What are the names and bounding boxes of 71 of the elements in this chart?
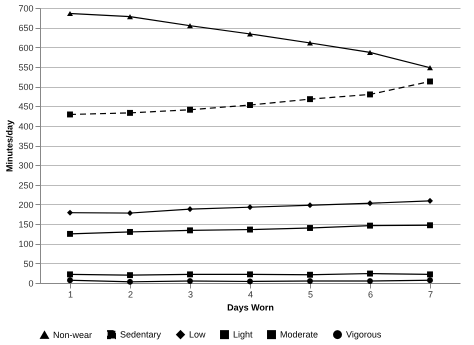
point [187, 227, 193, 234]
point [187, 278, 193, 284]
point [367, 50, 373, 55]
point [67, 277, 73, 284]
point [67, 210, 73, 216]
point [247, 102, 253, 108]
point [67, 230, 73, 237]
point [367, 200, 373, 206]
point [307, 202, 313, 208]
y-tick-label: 350 [18, 141, 34, 151]
point [247, 226, 253, 233]
point [247, 31, 253, 36]
point [307, 40, 313, 46]
x-tick-label: 3 [188, 290, 194, 300]
point [307, 278, 313, 284]
y-tick-label: 600 [18, 42, 34, 53]
point [127, 228, 133, 235]
point [67, 112, 73, 118]
point [247, 278, 253, 284]
y-tick-label: 250 [18, 180, 34, 190]
x-tick-label: 4 [248, 290, 254, 300]
y-tick-label: 500 [18, 82, 34, 92]
y-tick-label: 50 [23, 258, 34, 269]
legend-label: Vigorous [346, 330, 382, 340]
x-tick-label: 1 [68, 290, 74, 300]
point [427, 78, 433, 84]
point [307, 272, 313, 278]
point [187, 106, 193, 113]
legend-label: Sedentary [120, 330, 162, 340]
y-tick-label: 550 [18, 62, 34, 72]
y-tick-label: 650 [18, 23, 34, 34]
point [187, 206, 193, 212]
y-tick-label: 450 [18, 102, 34, 112]
y-tick-label: 0 [28, 278, 34, 288]
point [427, 65, 433, 70]
y-tick-label: 100 [18, 239, 34, 250]
point [127, 278, 133, 285]
x-tick-label: 2 [128, 290, 134, 300]
x-tick-label: 7 [428, 290, 434, 300]
y-tick-label: 400 [18, 121, 34, 132]
legend-label: Light [233, 330, 254, 340]
point [127, 272, 133, 278]
y-tick-label: 700 [18, 4, 34, 14]
y-tick-label: 200 [18, 200, 34, 210]
y-axis-title: Minutes/day [4, 120, 14, 172]
legend-label: Moderate [280, 330, 318, 340]
point [427, 198, 433, 204]
point [127, 110, 133, 116]
legend-label: Low [189, 330, 206, 340]
point [307, 225, 313, 231]
legend-label: Non-wear [53, 330, 92, 340]
point [67, 271, 73, 278]
point [67, 10, 73, 16]
point [307, 96, 313, 102]
x-tick-label: 5 [308, 290, 314, 300]
point [247, 204, 253, 210]
x-tick-label: 6 [368, 290, 374, 300]
x-axis-title: Days Worn [227, 302, 274, 312]
point [427, 277, 433, 284]
y-tick-label: 300 [18, 160, 34, 171]
point [427, 271, 433, 278]
point [367, 91, 373, 98]
point [187, 271, 193, 278]
point [367, 278, 373, 284]
point [127, 210, 133, 216]
point [247, 271, 253, 278]
point [127, 14, 133, 20]
point [427, 222, 433, 228]
point [367, 270, 373, 277]
point [367, 222, 373, 229]
y-tick-label: 150 [18, 220, 34, 230]
